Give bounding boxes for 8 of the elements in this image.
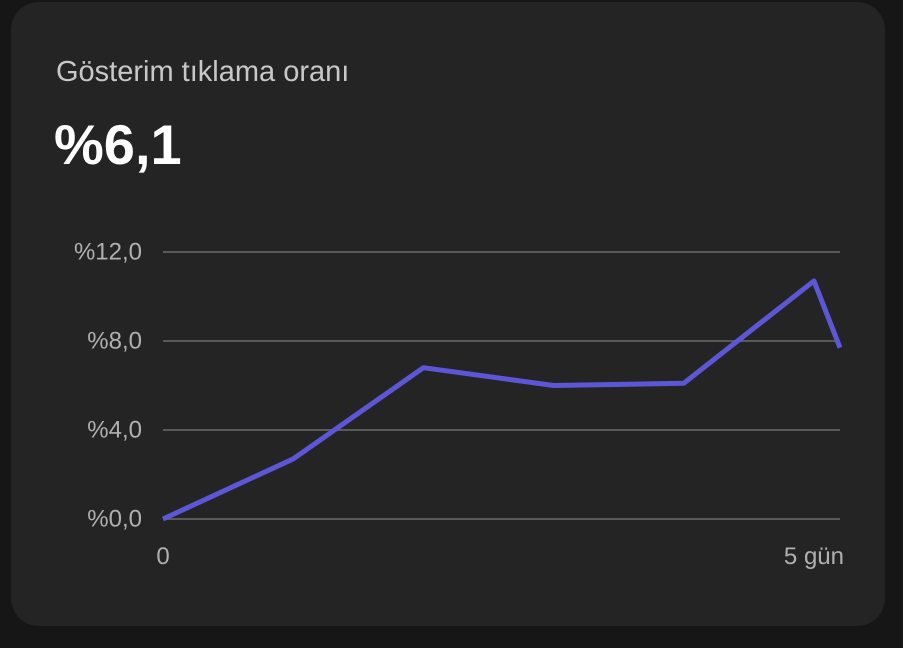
x-tick-label: 0: [156, 543, 170, 570]
x-tick-label: 5 gün: [784, 543, 844, 570]
chart-subtitle: %6,1: [54, 113, 182, 176]
y-tick-label: %0,0: [87, 506, 142, 533]
y-tick-label: %8,0: [87, 328, 142, 355]
chart-title: Gösterim tıklama oranı: [56, 56, 350, 88]
y-tick-label: %4,0: [87, 416, 142, 444]
y-tick-label: %12,0: [74, 238, 142, 266]
